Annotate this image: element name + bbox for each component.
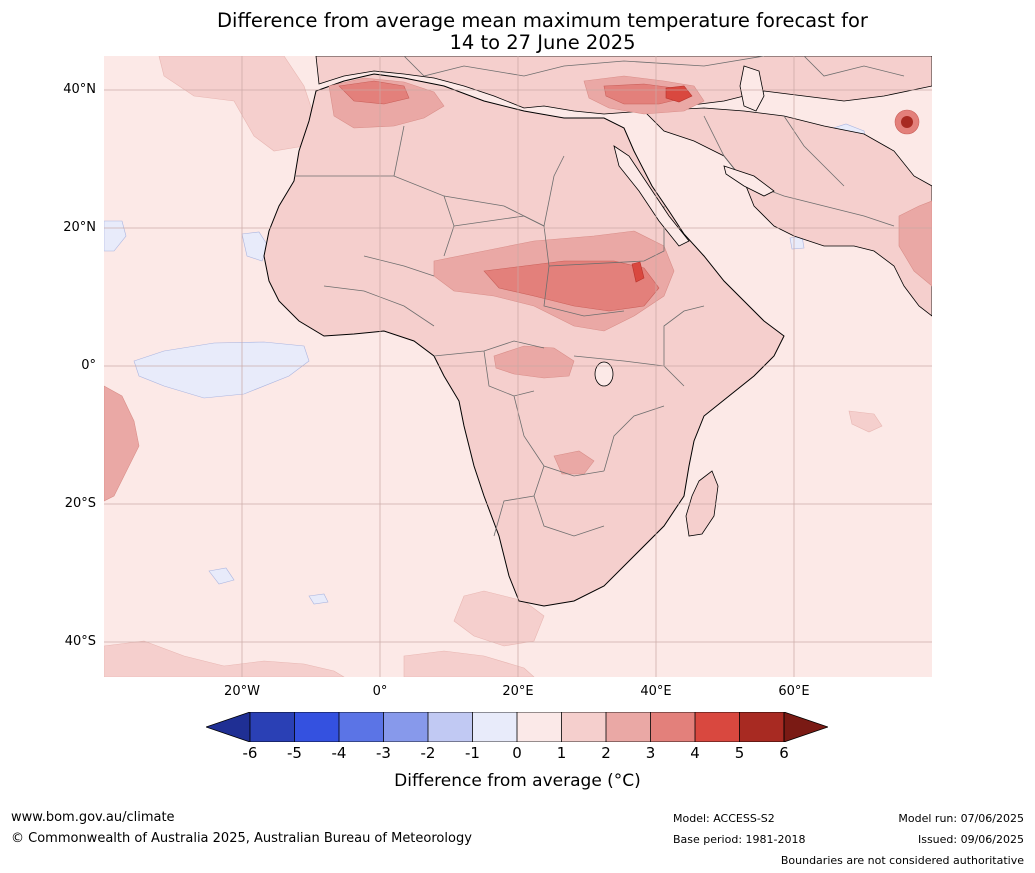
colorbar-tick: 6	[779, 744, 789, 762]
red-sea	[613, 145, 690, 247]
cool-anomaly-west	[104, 220, 127, 252]
madagascar	[685, 470, 719, 537]
anomaly-south-africa-small	[553, 450, 595, 475]
colorbar-tick: -6	[242, 744, 258, 762]
colorbar-bin-11	[695, 712, 740, 742]
footer-base-period: Base period: 1981-2018	[673, 833, 806, 846]
lat-label-40s: 40°S	[64, 634, 96, 649]
colorbar-bin-5	[428, 712, 473, 742]
colorbar-frame	[249, 712, 785, 742]
anomaly-turkey-high	[603, 83, 685, 105]
colorbar-separators	[294, 712, 740, 742]
colorbar-bin-4	[383, 712, 428, 742]
anomaly-hotspot-himalaya-core	[901, 116, 913, 128]
colorbar-bin-12	[739, 712, 784, 742]
anomaly-central-sahel-high	[483, 260, 660, 312]
lake-victoria	[594, 361, 614, 387]
colorbar-tick: 0	[512, 744, 522, 762]
colorbar-bin-9	[606, 712, 651, 742]
cool-anomaly-gulf-of-guinea	[133, 341, 310, 399]
country-borders	[294, 56, 905, 537]
colorbar-max-arrow	[783, 712, 828, 742]
footer-issued: Issued: 09/06/2025	[917, 833, 1024, 846]
colorbar-bin-3	[339, 712, 384, 742]
colorbar-tick: 4	[690, 744, 700, 762]
colorbar-tick: -4	[331, 744, 347, 762]
ocean-anomaly-indian	[848, 410, 883, 433]
lat-label-20s: 20°S	[64, 496, 96, 511]
colorbar-tick: 5	[734, 744, 745, 762]
colorbar	[206, 712, 828, 742]
lon-label-60e: 60°E	[778, 684, 810, 699]
forecast-map	[104, 56, 932, 677]
footer-disclaimer: Boundaries are not considered authoritat…	[780, 854, 1024, 867]
anomaly-hotspot-sudan	[631, 261, 645, 283]
footer-url[interactable]: www.bom.gov.au/climate	[11, 810, 175, 825]
colorbar-tick: 2	[601, 744, 611, 762]
map-title: Difference from average mean maximum tem…	[0, 10, 1035, 54]
colorbar-label: Difference from average (°C)	[394, 771, 641, 791]
colorbar-min-arrow	[206, 712, 251, 742]
lat-label-40n: 40°N	[63, 82, 96, 97]
footer-copyright: © Commonwealth of Australia 2025, Austra…	[11, 831, 472, 846]
colorbar-tick: -3	[376, 744, 391, 762]
ocean-anomaly-west-edge	[104, 385, 140, 502]
ocean-anomaly-southwest	[104, 640, 345, 677]
anomaly-mediterranean-high	[338, 80, 410, 105]
lat-label-0: 0°	[81, 358, 96, 373]
cool-anomaly-atlantic-south	[208, 567, 235, 585]
caspian-sea	[739, 65, 765, 112]
lon-label-20w: 20°W	[224, 684, 260, 699]
graticule	[104, 56, 932, 677]
anomaly-east-africa	[493, 345, 575, 379]
anomaly-india	[898, 200, 932, 287]
colorbar-bin-6	[472, 712, 517, 742]
footer-model: Model: ACCESS-S2	[673, 812, 775, 825]
colorbar-bin-10	[650, 712, 695, 742]
ocean-anomaly-southatlantic	[453, 590, 545, 647]
colorbar-tick: -5	[287, 744, 302, 762]
colorbar-bin-8	[561, 712, 606, 742]
persian-gulf	[723, 165, 775, 197]
colorbar-tick: 3	[645, 744, 656, 762]
ocean-anomaly-northwest	[158, 56, 315, 152]
colorbar-tick: -2	[420, 744, 436, 762]
lon-label-20e: 20°E	[502, 684, 534, 699]
lon-label-40e: 40°E	[640, 684, 672, 699]
cool-anomaly-atlantic-south-2	[308, 593, 329, 605]
footer-model-run: Model run: 07/06/2025	[898, 812, 1024, 825]
colorbar-bin-7	[517, 712, 562, 742]
ocean-anomaly-south	[403, 650, 535, 677]
title-line-2: 14 to 27 June 2025	[449, 31, 636, 54]
lat-label-20n: 20°N	[63, 220, 96, 235]
colorbar-tick: -1	[465, 744, 480, 762]
colorbar-bin-1	[250, 712, 295, 742]
colorbar-tick: 1	[556, 744, 567, 762]
colorbar-bin-2	[294, 712, 339, 742]
title-line-1: Difference from average mean maximum tem…	[217, 9, 868, 32]
lon-label-0: 0°	[372, 684, 388, 699]
